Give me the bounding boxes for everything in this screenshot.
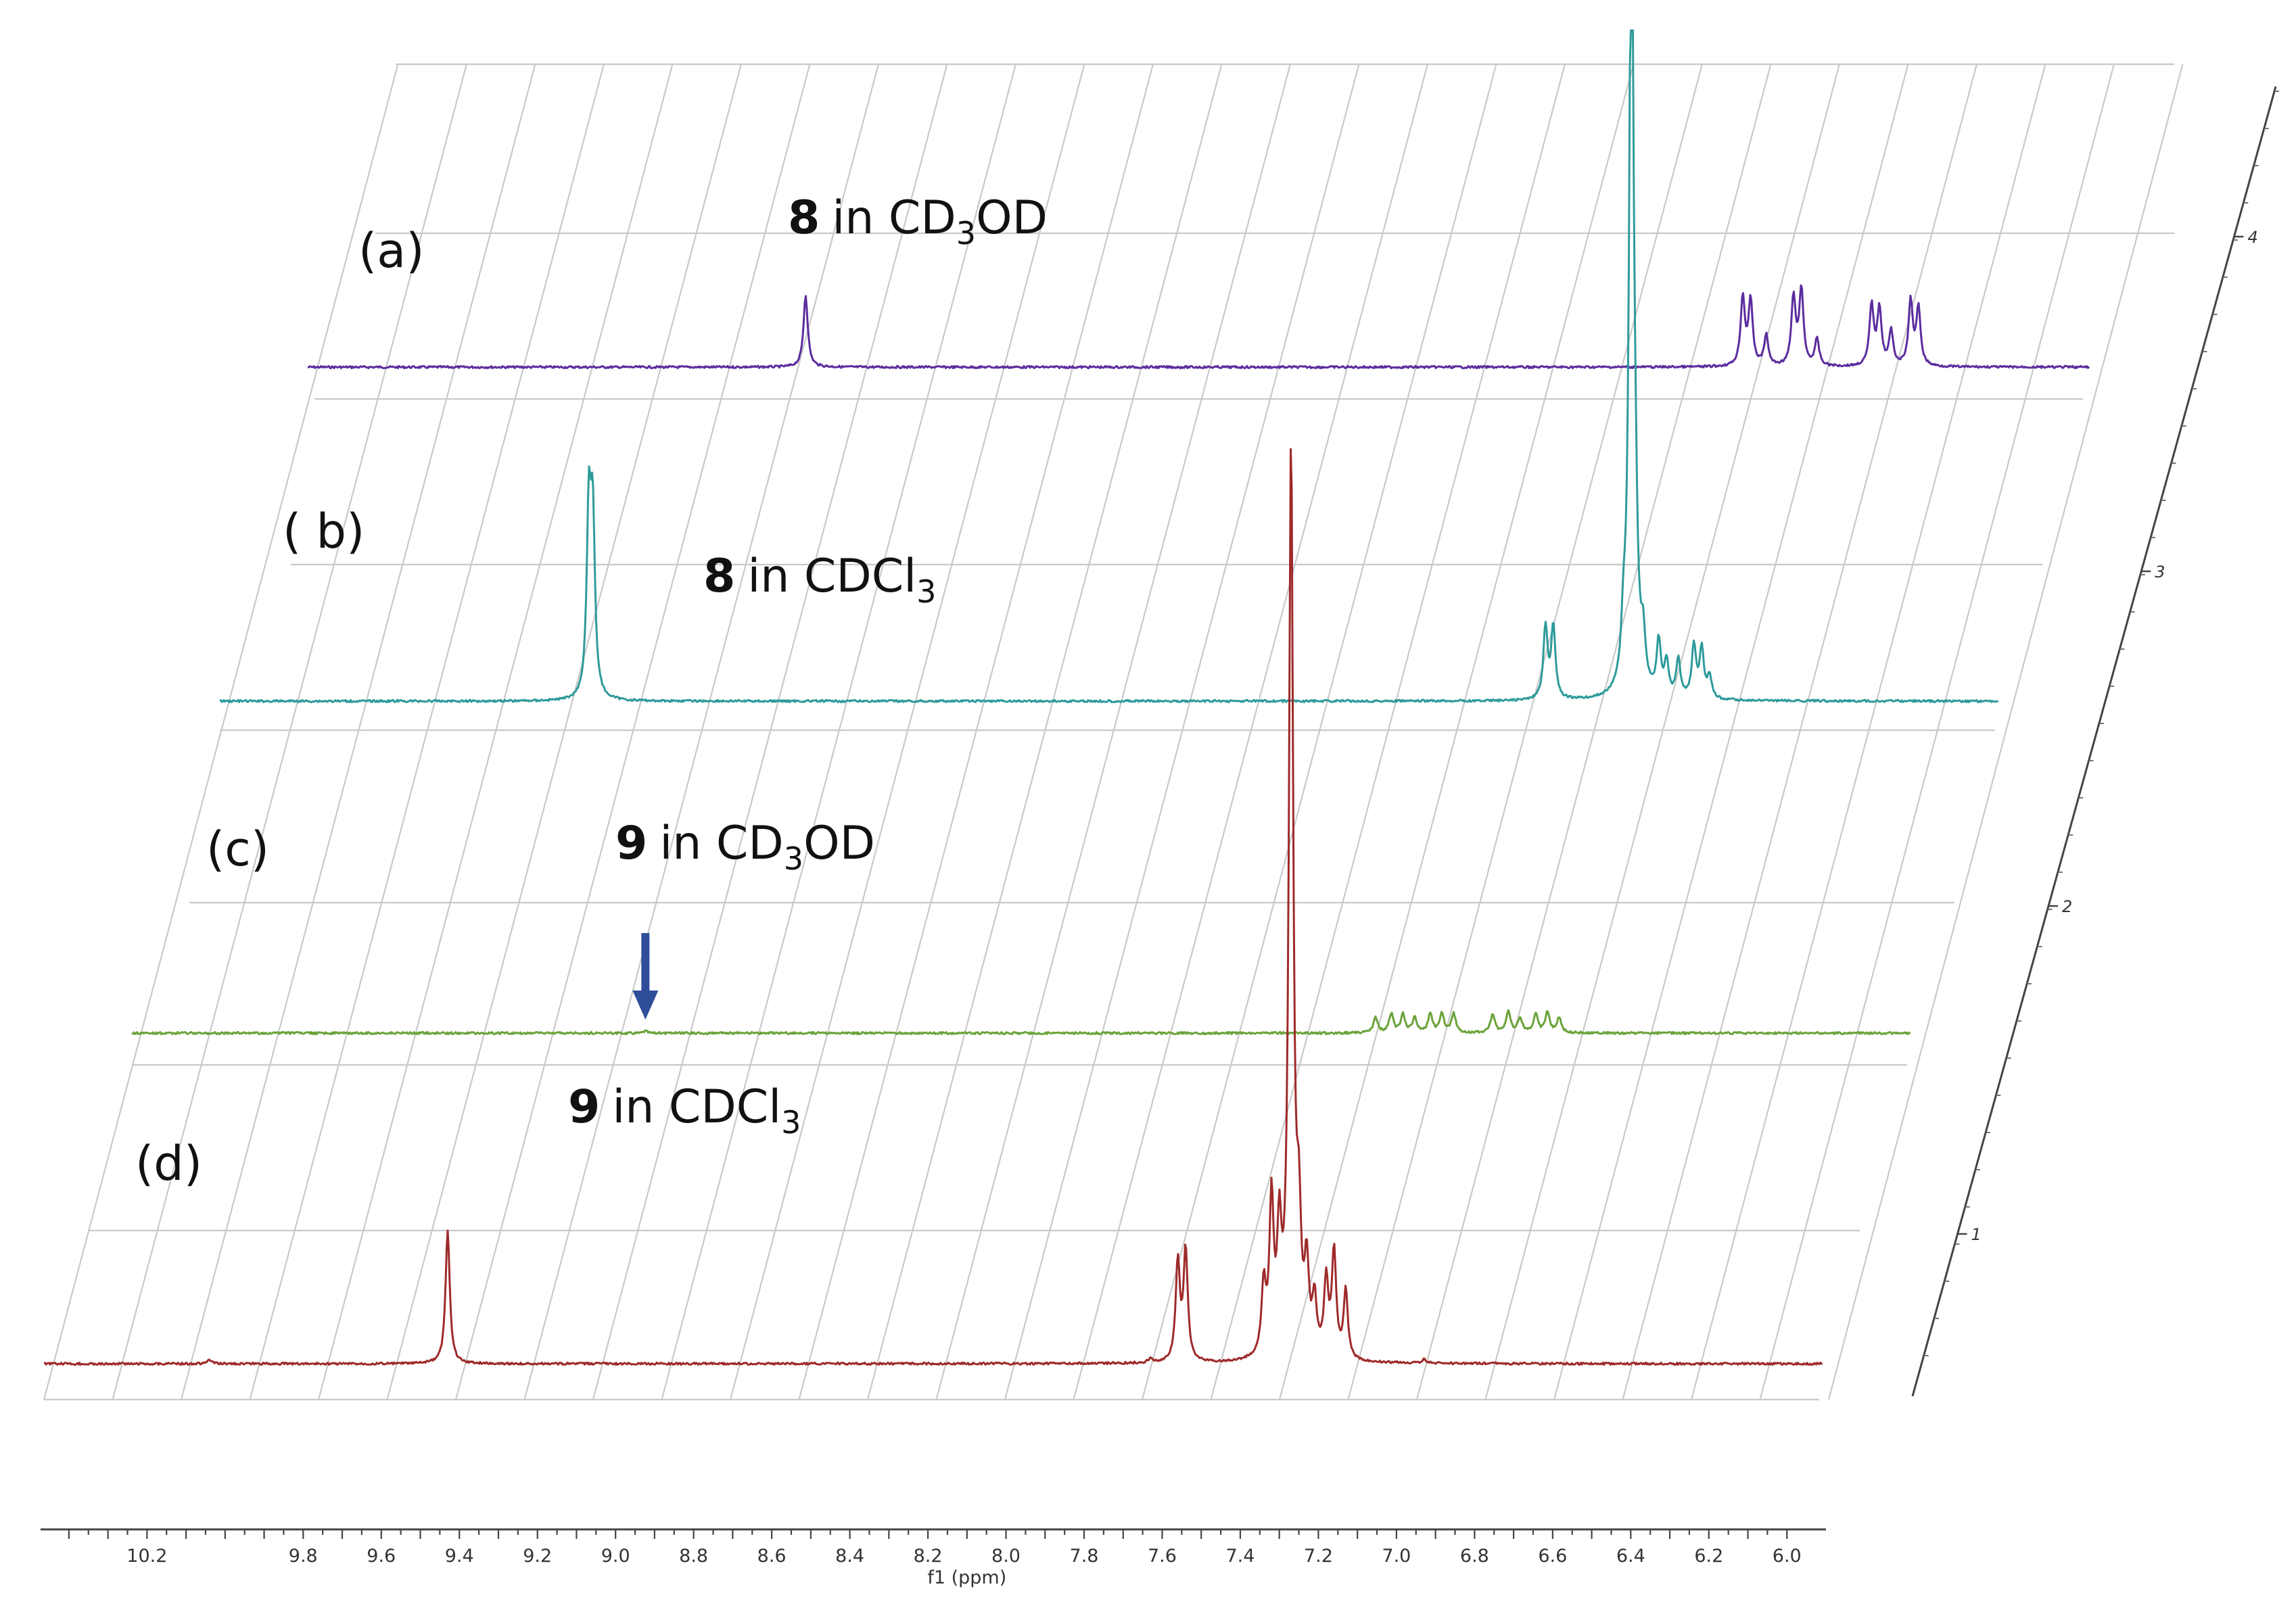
- grid-slant-line: [1827, 64, 2184, 1400]
- solvent-prefix: in CD: [659, 817, 783, 870]
- solvent-prefix: in CD: [832, 191, 956, 245]
- solvent-subscript: 3: [956, 215, 976, 252]
- spectrum-title-b: 8 in CDCl3: [703, 550, 936, 610]
- grid-slant-line: [1004, 64, 1360, 1400]
- grid-slant-line: [1484, 64, 1840, 1400]
- solvent-prefix: in CDCl: [612, 1080, 781, 1134]
- depth-tick-label: 1: [1971, 1225, 1982, 1244]
- grid-slant-line: [661, 64, 1016, 1400]
- spectrum-line-b: [219, 29, 1999, 703]
- panel-label-b: ( b): [283, 504, 365, 559]
- x-tick-label: 8.6: [757, 1546, 787, 1567]
- spectrum-line-c: [131, 1009, 1911, 1036]
- x-tick-label: 7.0: [1382, 1546, 1411, 1567]
- grid-slant-line: [1278, 64, 1635, 1400]
- solvent-subscript: 3: [916, 573, 936, 610]
- x-tick-label: 7.8: [1070, 1546, 1099, 1567]
- grid-slant-line: [43, 64, 399, 1400]
- x-tick-label: 9.8: [289, 1546, 318, 1567]
- grid-slant-line: [112, 64, 467, 1400]
- x-tick-label: 6.0: [1773, 1546, 1802, 1567]
- solvent-suffix: OD: [976, 191, 1048, 245]
- grid-slant-line: [1141, 64, 1497, 1400]
- solvent-subscript: 3: [781, 1104, 801, 1141]
- x-tick-label: 9.4: [445, 1546, 474, 1567]
- panel-label-c: (c): [206, 821, 269, 877]
- x-tick-label: 9.6: [367, 1546, 396, 1567]
- depth-tick-label: 3: [2155, 563, 2165, 581]
- spectra-layer: [43, 29, 2090, 1366]
- arrow-head: [632, 991, 659, 1020]
- grid-slant-line: [1415, 64, 1772, 1400]
- depth-tick-label: 2: [2062, 897, 2072, 916]
- x-tick-label: 7.2: [1304, 1546, 1333, 1567]
- depth-axis-line: [1911, 86, 2277, 1397]
- x-tick-label: 8.4: [835, 1546, 864, 1567]
- x-tick-label: 6.6: [1538, 1546, 1567, 1567]
- x-tick-label: 8.0: [991, 1546, 1021, 1567]
- spectrum-c: [131, 1009, 1911, 1036]
- panel-label-d: (d): [135, 1136, 202, 1191]
- x-tick-label: 7.6: [1148, 1546, 1177, 1567]
- grid-slant-line: [1759, 64, 2115, 1400]
- x-axis-title: f1 (ppm): [927, 1567, 1006, 1588]
- x-tick-label: 9.0: [601, 1546, 630, 1567]
- perspective-grid: [43, 63, 2184, 1401]
- depth-axis: 1 2 3 4: [1911, 86, 2280, 1397]
- grid-slant-line: [454, 64, 811, 1400]
- spectrum-a: [307, 284, 2090, 370]
- grid-slant-line: [1347, 64, 1703, 1400]
- compound-number: 8: [788, 191, 820, 245]
- compound-number: 9: [615, 817, 647, 870]
- grid-slant-line: [866, 64, 1223, 1400]
- solvent-prefix: in CDCl: [747, 550, 916, 603]
- x-tick-label: 7.4: [1225, 1546, 1255, 1567]
- x-tick-label: 9.2: [523, 1546, 552, 1567]
- x-tick-label: 8.2: [914, 1546, 943, 1567]
- grid-slant-line: [798, 64, 1154, 1400]
- grid-slant-line: [592, 64, 948, 1400]
- x-axis-ticks: 10.2 9.8 9.6 9.4 9.2 9.0 8.8 8.6 8.4 8.2 8.0 7.8 7.6…: [68, 1529, 1802, 1567]
- spectrum-d: [43, 448, 1823, 1366]
- x-tick-label: 6.8: [1460, 1546, 1489, 1567]
- compound-number: 9: [568, 1080, 600, 1134]
- x-axis: 10.2 9.8 9.6 9.4 9.2 9.0 8.8 8.6 8.4 8.2 8.0 7.8 7.6…: [41, 1528, 1826, 1588]
- x-tick-label: 6.4: [1616, 1546, 1645, 1567]
- grid-slant-line: [386, 64, 742, 1400]
- spectrum-line-a: [307, 284, 2090, 370]
- spectrum-title-a: 8 in CD3OD: [788, 191, 1048, 252]
- label-layer: (a)8 in CD3OD( b)8 in CDCl3(c) 9 in CD3OD(d)…: [135, 191, 1048, 1191]
- compound-number: 8: [703, 550, 735, 603]
- x-tick-label: 8.8: [679, 1546, 708, 1567]
- grid-slant-line: [1553, 64, 1909, 1400]
- grid-slant-line: [1622, 64, 1977, 1400]
- spectrum-title-c: 9 in CD3OD: [615, 817, 875, 877]
- x-tick-label: 6.2: [1694, 1546, 1723, 1567]
- solvent-subscript: 3: [784, 840, 803, 877]
- grid-slant-line: [180, 64, 536, 1400]
- panel-label-a: (a): [358, 223, 425, 279]
- grid-slant-line: [249, 64, 605, 1400]
- grid-slant-line: [1210, 64, 1566, 1400]
- grid-slant-line: [523, 64, 879, 1400]
- solvent-suffix: OD: [803, 817, 875, 870]
- grid-slant-line: [729, 64, 1085, 1400]
- x-tick-label: 10.2: [126, 1546, 167, 1567]
- spectrum-b: [219, 29, 1999, 703]
- grid-slant-line: [1073, 64, 1428, 1400]
- grid-slant-line: [935, 64, 1291, 1400]
- spectrum-line-d: [43, 448, 1823, 1366]
- grid-slant-line: [1690, 64, 2046, 1400]
- grid-slant-line: [317, 64, 674, 1400]
- depth-tick-label: 4: [2247, 228, 2257, 247]
- spectrum-title-d: 9 in CDCl3: [568, 1080, 801, 1141]
